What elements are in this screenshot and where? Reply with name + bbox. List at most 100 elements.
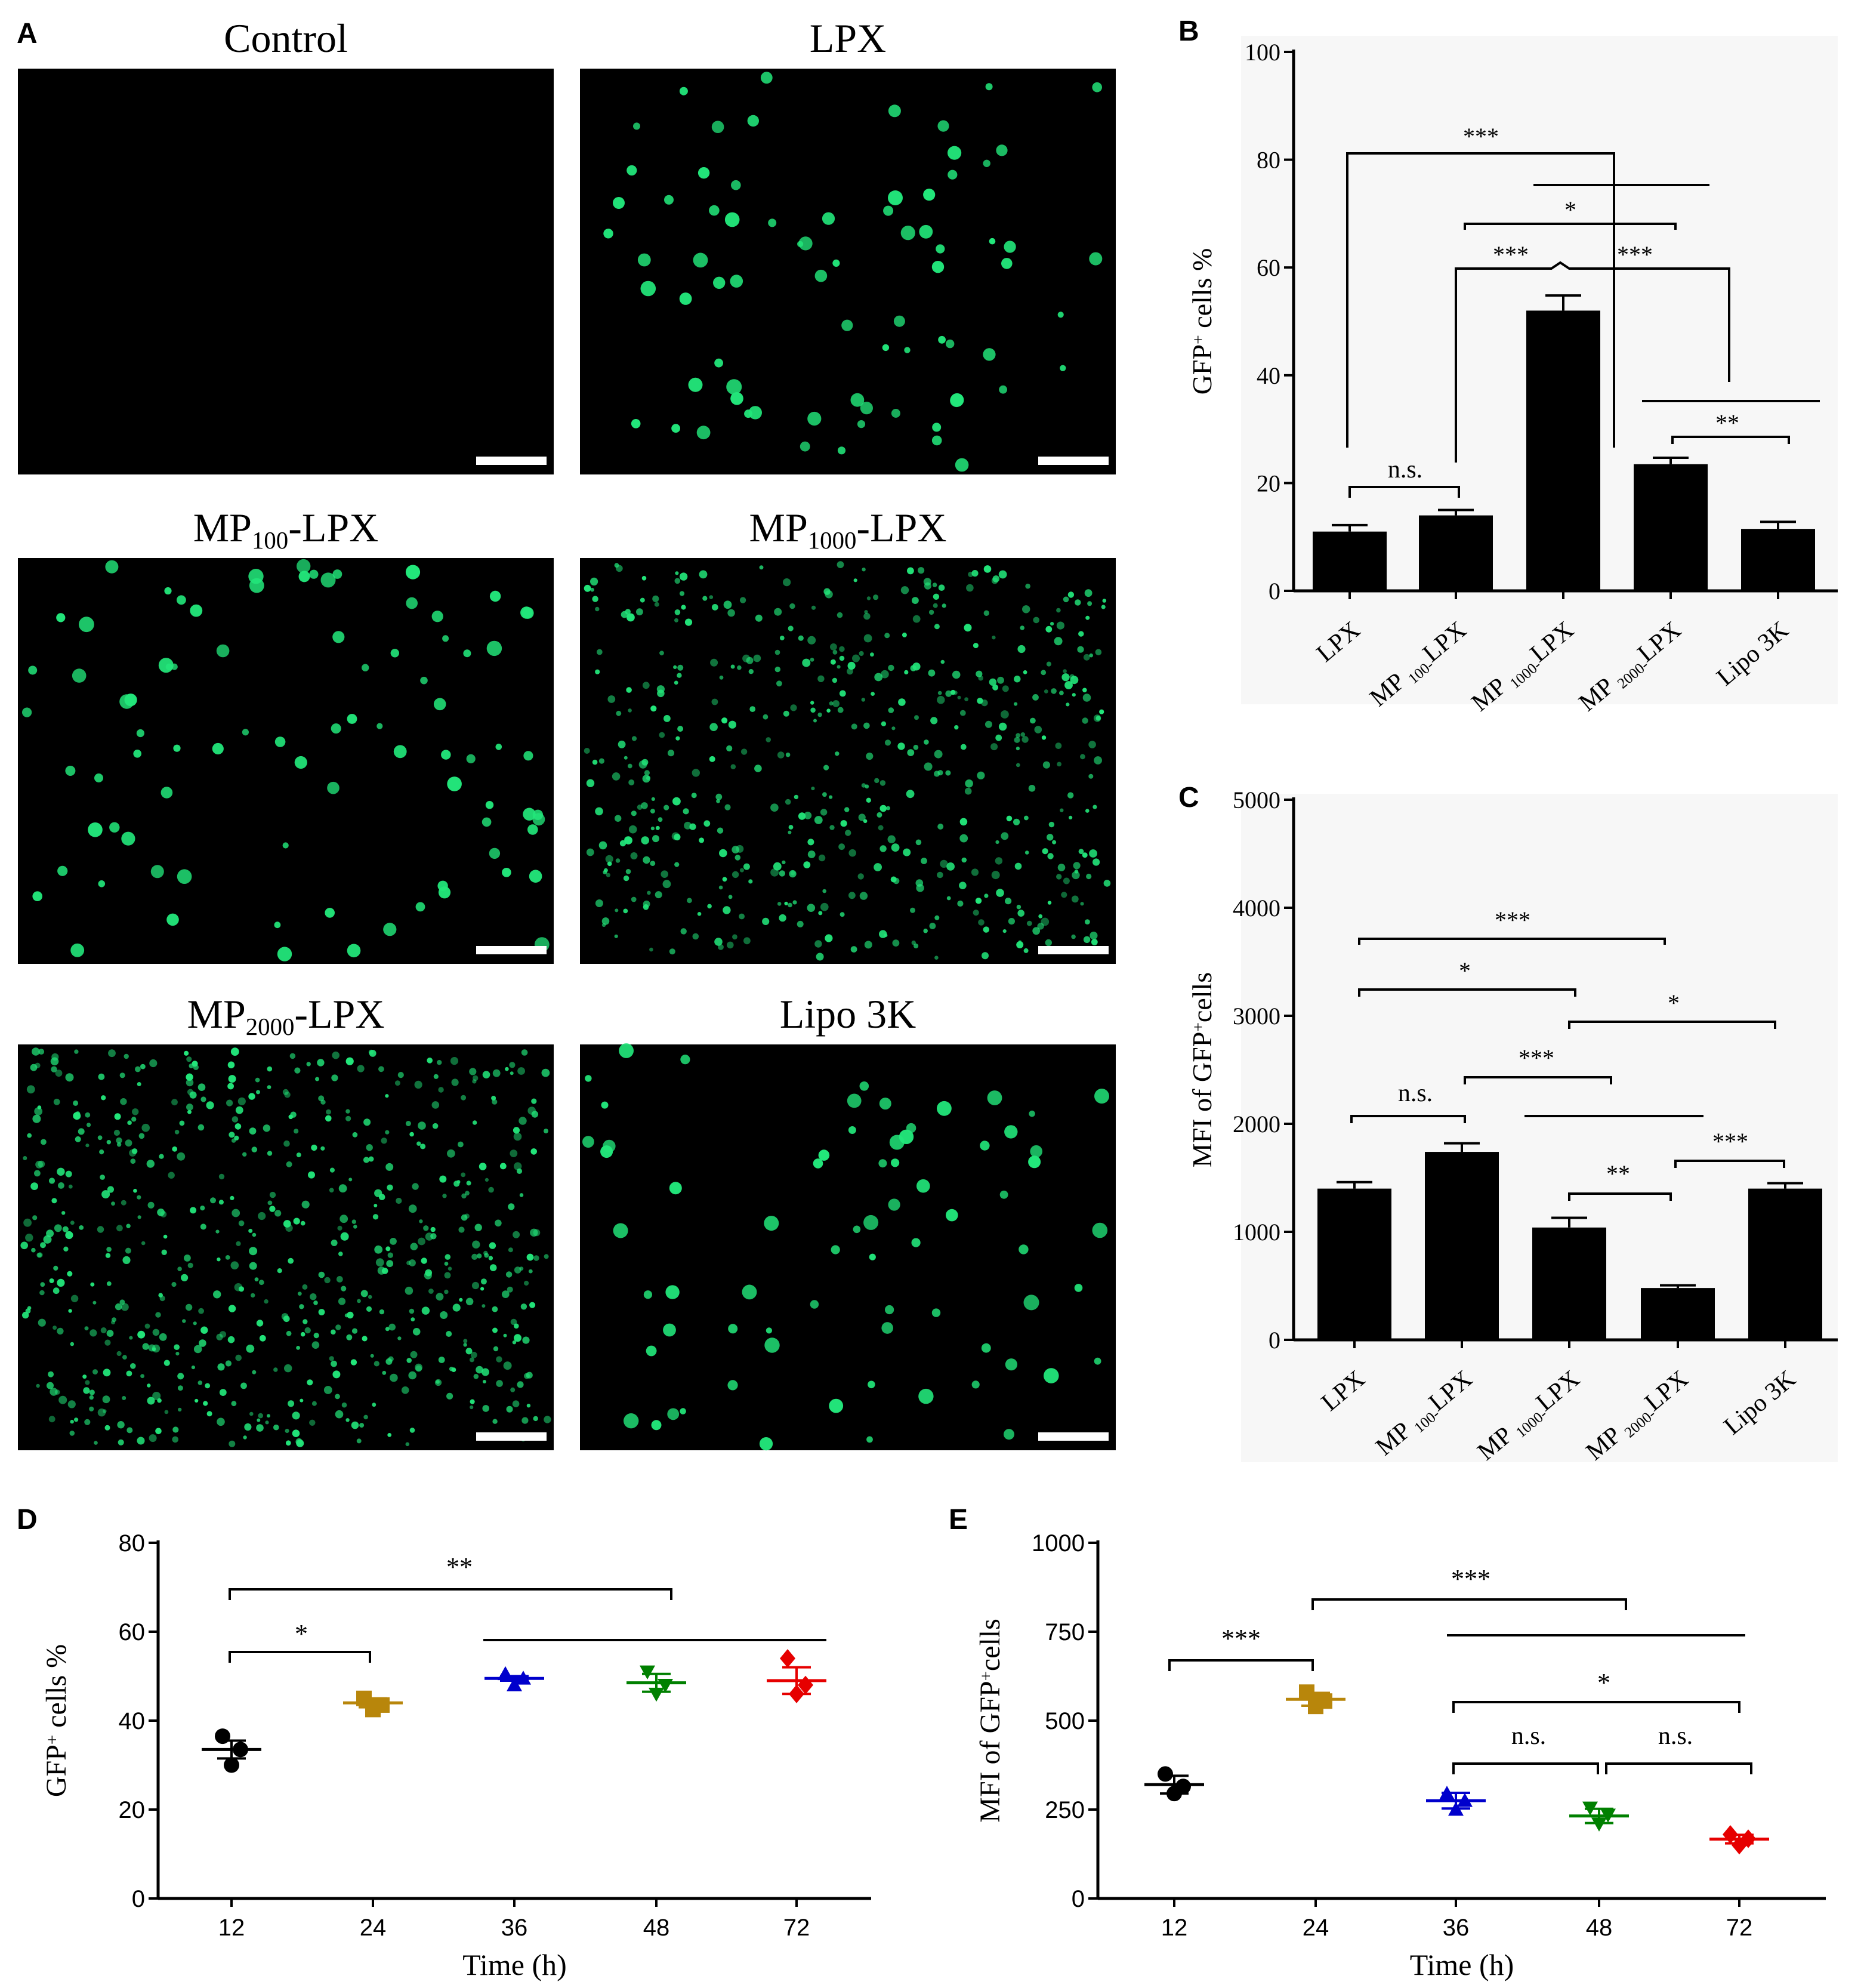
sig-label: * [1668, 990, 1680, 1016]
gfp-cell [832, 677, 838, 683]
y-tick-label: 2000 [1233, 1111, 1280, 1138]
gfp-cell [510, 1387, 516, 1392]
gfp-cell [1074, 1284, 1083, 1292]
gfp-cell [1057, 312, 1064, 318]
gfp-cell [711, 121, 724, 133]
gfp-cell [982, 952, 989, 960]
gfp-cell [125, 1139, 132, 1147]
gfp-cell [996, 889, 1004, 897]
gfp-cell [652, 595, 659, 602]
gfp-cell [352, 1132, 358, 1138]
gfp-cell [506, 1406, 513, 1413]
gfp-cell [928, 609, 934, 615]
gfp-cell [197, 1083, 206, 1091]
gfp-cell [347, 714, 357, 724]
micrograph-1 [18, 69, 554, 474]
panel-label-b: B [1178, 16, 1199, 47]
gfp-cell [628, 825, 637, 834]
gfp-cell [779, 870, 786, 877]
gfp-cell [335, 1394, 340, 1400]
gfp-cell [999, 385, 1007, 394]
gfp-cell [1090, 932, 1098, 940]
gfp-cell [1094, 1089, 1109, 1104]
gfp-cell [70, 1342, 75, 1346]
gfp-cell [643, 856, 650, 864]
gfp-cell [779, 914, 786, 922]
gfp-cell [1004, 1125, 1018, 1139]
gfp-cell [159, 1295, 165, 1302]
gfp-cell [681, 605, 686, 610]
gfp-cell [910, 907, 915, 913]
gfp-cell [177, 1373, 184, 1380]
gfp-cell [627, 165, 637, 176]
gfp-cell [991, 871, 1000, 880]
gfp-cell [674, 834, 681, 841]
gfp-cell [461, 1193, 467, 1199]
gfp-cell [463, 1343, 467, 1347]
gfp-cell [879, 780, 886, 786]
gfp-cell [1042, 761, 1050, 769]
gfp-cell [290, 1111, 297, 1118]
gfp-cell [90, 1282, 95, 1287]
gfp-cell [531, 1098, 537, 1104]
gfp-cell [841, 319, 853, 331]
gfp-cell [23, 1156, 27, 1160]
gfp-cell [102, 1395, 110, 1404]
gfp-cell [959, 881, 967, 889]
y-axis-label-part: + [977, 1671, 996, 1681]
data-point [1166, 1786, 1182, 1802]
data-point [1158, 1766, 1173, 1782]
gfp-cell [248, 569, 264, 584]
gfp-cell [544, 1416, 551, 1423]
gfp-cell [338, 1184, 347, 1193]
gfp-cell [335, 1410, 344, 1419]
gfp-cell [1055, 742, 1062, 749]
gfp-cell [493, 1346, 499, 1352]
gfp-cell [65, 766, 76, 776]
gfp-cell [294, 1129, 299, 1134]
gfp-cell [374, 1204, 378, 1207]
gfp-cell [1020, 732, 1026, 737]
gfp-cell [1019, 1244, 1029, 1255]
gfp-cell [421, 1257, 427, 1264]
gfp-cell [1060, 365, 1066, 371]
gfp-cell [1085, 615, 1090, 620]
gfp-cell [1095, 649, 1102, 656]
gfp-cell [607, 695, 616, 703]
micrograph-title-part: 1000 [808, 527, 857, 554]
gfp-cell [514, 1162, 522, 1170]
y-tick-label: 1000 [1233, 1219, 1280, 1246]
sig-label: *** [1519, 1044, 1554, 1071]
gfp-cell [918, 1388, 934, 1404]
gfp-cell [406, 597, 418, 609]
gfp-cell [667, 750, 675, 757]
gfp-cell [739, 913, 745, 920]
gfp-cell [351, 1219, 356, 1224]
y-axis-label-part: + [1189, 335, 1207, 344]
gfp-cell [408, 1371, 416, 1380]
gfp-cell [759, 1437, 773, 1451]
gfp-cell [983, 348, 996, 361]
gfp-cell [172, 1146, 178, 1152]
gfp-cell [68, 1184, 73, 1189]
gfp-cell [655, 825, 660, 830]
gfp-cell [937, 691, 942, 695]
gfp-cell [512, 1400, 520, 1407]
gfp-cell [966, 584, 974, 592]
gfp-cell [983, 565, 992, 573]
x-axis-label: Time (h) [1410, 1948, 1514, 1981]
gfp-cell [1008, 918, 1015, 925]
gfp-cell [618, 740, 626, 748]
gfp-cell [677, 664, 684, 671]
gfp-cell [582, 1136, 594, 1148]
gfp-cell [709, 723, 718, 731]
gfp-cell [840, 820, 847, 827]
gfp-cell [1092, 1222, 1108, 1238]
gfp-cell [1061, 673, 1070, 682]
gfp-cell [762, 917, 770, 925]
gfp-cell [755, 614, 763, 622]
gfp-cell [513, 1127, 520, 1134]
gfp-cell [1045, 939, 1053, 947]
gfp-cell [831, 1245, 840, 1255]
